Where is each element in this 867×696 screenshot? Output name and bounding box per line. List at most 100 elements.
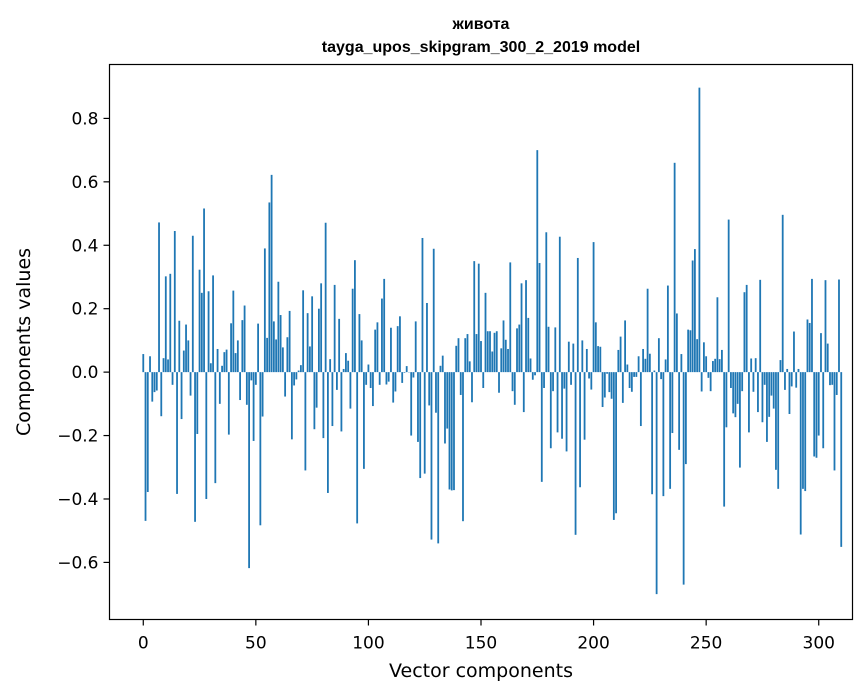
bar-55 — [266, 337, 269, 373]
bar-267 — [743, 292, 746, 373]
y-axis-label: Components values — [13, 248, 35, 436]
bar-88 — [340, 372, 343, 432]
bar-298 — [813, 372, 816, 457]
bar-117 — [405, 366, 408, 373]
bar-22 — [191, 235, 194, 373]
bar-56 — [268, 202, 271, 373]
bar-265 — [739, 372, 741, 468]
bar-105 — [378, 372, 381, 385]
bar-227 — [653, 370, 656, 373]
bar-30 — [209, 363, 212, 373]
x-tick-label: 100 — [352, 634, 384, 654]
bar-285 — [784, 372, 786, 390]
bar-99 — [365, 372, 368, 385]
bar-306 — [831, 372, 834, 385]
bar-299 — [815, 372, 818, 458]
bar-209 — [612, 372, 615, 520]
bar-188 — [565, 372, 568, 452]
bar-276 — [763, 372, 766, 385]
bar-210 — [615, 372, 617, 514]
bar-93 — [351, 288, 354, 373]
bar-120 — [412, 372, 415, 378]
bar-163 — [509, 262, 512, 373]
bar-239 — [680, 354, 683, 373]
bar-304 — [826, 343, 829, 373]
bar-179 — [545, 232, 548, 373]
bar-289 — [793, 331, 795, 373]
bar-212 — [619, 336, 622, 373]
bar-295 — [806, 319, 809, 373]
bar-137 — [450, 372, 453, 491]
bar-250 — [705, 356, 708, 373]
bar-241 — [684, 372, 687, 465]
bar-116 — [403, 372, 406, 373]
bar-102 — [372, 372, 374, 407]
bar-279 — [770, 372, 773, 396]
y-tick-label: 0.8 — [71, 109, 98, 129]
bar-252 — [709, 372, 712, 392]
bar-143 — [464, 338, 467, 373]
bar-190 — [570, 372, 572, 385]
bar-10 — [164, 276, 167, 373]
bar-31 — [212, 275, 214, 373]
bar-2 — [146, 372, 149, 493]
bar-166 — [516, 328, 518, 373]
bar-310 — [840, 372, 843, 547]
bar-294 — [804, 372, 807, 492]
bar-168 — [520, 283, 523, 373]
y-tick-label: 0.2 — [71, 300, 98, 320]
bar-121 — [414, 321, 417, 373]
y-tick-label: 0.4 — [71, 236, 98, 256]
bar-189 — [567, 341, 570, 373]
bar-37 — [225, 349, 228, 373]
bar-262 — [732, 372, 735, 414]
bar-70 — [299, 365, 302, 373]
bar-47 — [248, 372, 250, 569]
bar-103 — [374, 329, 377, 373]
bar-35 — [221, 365, 223, 373]
bar-200 — [592, 242, 595, 373]
bar-97 — [360, 340, 363, 373]
bar-236 — [673, 162, 676, 373]
x-tick-label: 200 — [577, 634, 609, 654]
bar-1 — [144, 372, 147, 521]
bar-94 — [354, 260, 356, 373]
bar-255 — [716, 297, 719, 373]
bar-51 — [257, 323, 259, 373]
bar-207 — [608, 372, 611, 393]
bar-248 — [700, 372, 703, 392]
bar-39 — [230, 323, 232, 373]
bar-148 — [475, 334, 478, 373]
bar-226 — [651, 372, 654, 495]
bar-199 — [590, 372, 593, 390]
bar-273 — [757, 372, 759, 413]
bar-127 — [428, 372, 431, 406]
y-tick-label: 0.0 — [71, 363, 98, 383]
bar-83 — [329, 359, 332, 373]
bar-261 — [730, 372, 732, 388]
plot-frame — [108, 63, 854, 621]
bar-5 — [153, 372, 156, 393]
bar-12 — [169, 273, 172, 373]
y-tick-label: −0.4 — [57, 490, 98, 510]
bar-159 — [500, 348, 503, 373]
bar-220 — [637, 356, 640, 373]
bar-269 — [748, 372, 750, 433]
bar-9 — [162, 358, 165, 373]
bar-303 — [824, 280, 827, 373]
bar-11 — [167, 359, 169, 373]
bar-124 — [421, 237, 424, 373]
bar-96 — [358, 314, 361, 373]
bar-72 — [304, 372, 307, 471]
x-axis-ticks: 0 50 100 150 200 250 300 — [138, 619, 835, 654]
bar-278 — [768, 372, 771, 417]
bar-256 — [718, 359, 721, 373]
bar-21 — [189, 372, 192, 396]
bar-150 — [480, 341, 482, 373]
bar-234 — [669, 372, 672, 489]
bar-194 — [579, 372, 581, 488]
bar-110 — [390, 327, 392, 373]
bar-3 — [149, 356, 151, 373]
bar-16 — [178, 320, 181, 373]
bar-185 — [558, 236, 561, 373]
